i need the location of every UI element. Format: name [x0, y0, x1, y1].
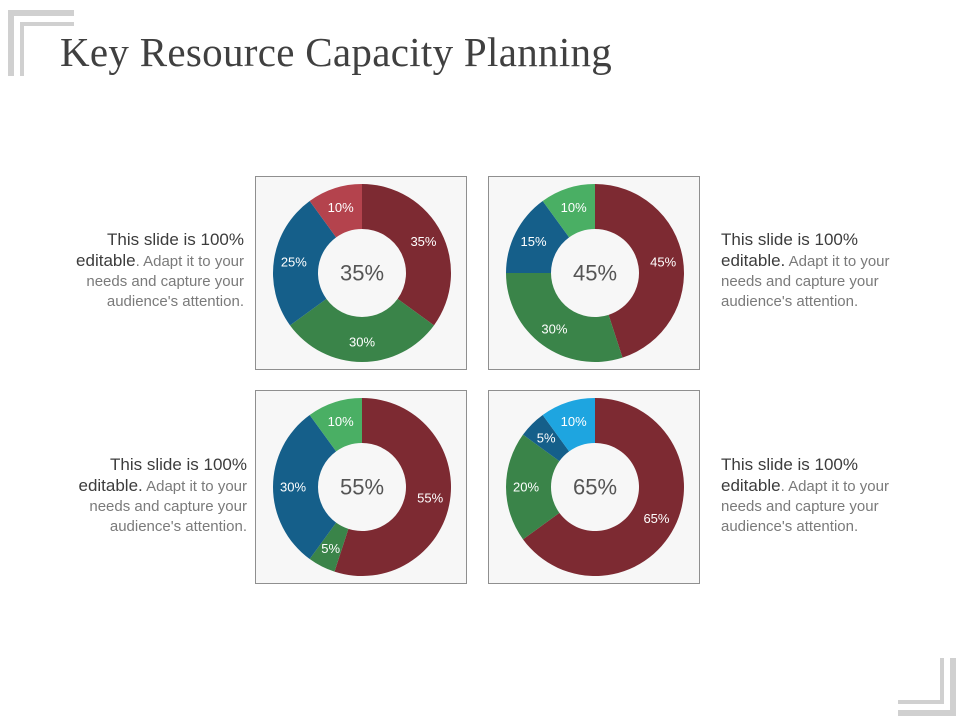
slice-label: 55%	[417, 490, 443, 505]
donut-slice	[334, 398, 451, 576]
slice-label: 10%	[561, 414, 587, 429]
description-top-right: This slide is 100% editable. Adapt it to…	[721, 230, 911, 312]
slice-label: 5%	[321, 541, 340, 556]
bottom-right-corner-bracket	[896, 656, 956, 716]
donut-slice	[522, 398, 684, 576]
slice-label: 5%	[537, 431, 556, 446]
donut-slice	[595, 184, 684, 358]
donut-slice	[362, 184, 451, 326]
slice-label: 35%	[410, 234, 436, 249]
donut-center-label: 65%	[573, 475, 617, 500]
description-lead: This slide is 100% editable.	[721, 230, 859, 270]
description-body: . Adapt it to your needs and capture you…	[721, 478, 889, 535]
description-lead: This slide is 100% editable	[721, 455, 859, 495]
donut-chart-4: 65% 20% 5% 10% 65%	[506, 398, 684, 576]
donut-slice	[542, 184, 595, 238]
donut-slice	[309, 522, 349, 572]
donut-chart-1: 35% 30% 25% 10% 35%	[273, 184, 451, 362]
donut-chart-panel-4: 65% 20% 5% 10% 65%	[488, 390, 700, 584]
page-title: Key Resource Capacity Planning	[60, 29, 613, 75]
description-bottom-right: This slide is 100% editable. Adapt it to…	[721, 455, 911, 537]
description-body: Adapt it to your needs and capture your …	[89, 478, 247, 535]
donut-chart-panel-3: 55% 5% 30% 10% 55%	[255, 390, 467, 584]
description-bottom-left: This slide is 100% editable. Adapt it to…	[57, 455, 247, 537]
slice-label: 30%	[349, 335, 375, 350]
donut-slice	[289, 298, 435, 362]
description-top-left: This slide is 100% editable. Adapt it to…	[54, 230, 244, 312]
top-left-corner-bracket	[8, 10, 78, 80]
donut-slice	[309, 184, 362, 238]
donut-slice	[506, 273, 623, 362]
slice-label: 30%	[280, 480, 306, 495]
description-body: . Adapt it to your needs and capture you…	[86, 253, 244, 310]
donut-chart-2: 45% 30% 15% 10% 45%	[506, 184, 684, 362]
donut-center-label: 55%	[340, 475, 384, 500]
slice-label: 30%	[541, 321, 567, 336]
donut-chart-3: 55% 5% 30% 10% 55%	[273, 398, 451, 576]
description-lead: This slide is 100% editable	[76, 230, 244, 270]
slice-label: 65%	[643, 511, 669, 526]
slice-label: 10%	[328, 414, 354, 429]
donut-slice	[542, 398, 595, 452]
donut-chart-panel-2: 45% 30% 15% 10% 45%	[488, 176, 700, 370]
donut-slice	[506, 200, 570, 273]
slice-label: 15%	[521, 234, 547, 249]
donut-center-label: 45%	[573, 261, 617, 286]
slice-label: 20%	[513, 480, 539, 495]
slice-label: 45%	[650, 255, 676, 270]
donut-slice	[522, 414, 570, 462]
donut-slice	[309, 398, 362, 452]
donut-slice	[273, 414, 337, 560]
slice-label: 25%	[281, 255, 307, 270]
donut-center-label: 35%	[340, 261, 384, 286]
donut-slice	[273, 200, 337, 326]
slice-label: 10%	[561, 200, 587, 215]
donut-chart-panel-1: 35% 30% 25% 10% 35%	[255, 176, 467, 370]
description-body: Adapt it to your needs and capture your …	[721, 253, 890, 310]
donut-slice	[506, 434, 560, 540]
slice-label: 10%	[328, 200, 354, 215]
description-lead: This slide is 100% editable.	[78, 455, 247, 495]
